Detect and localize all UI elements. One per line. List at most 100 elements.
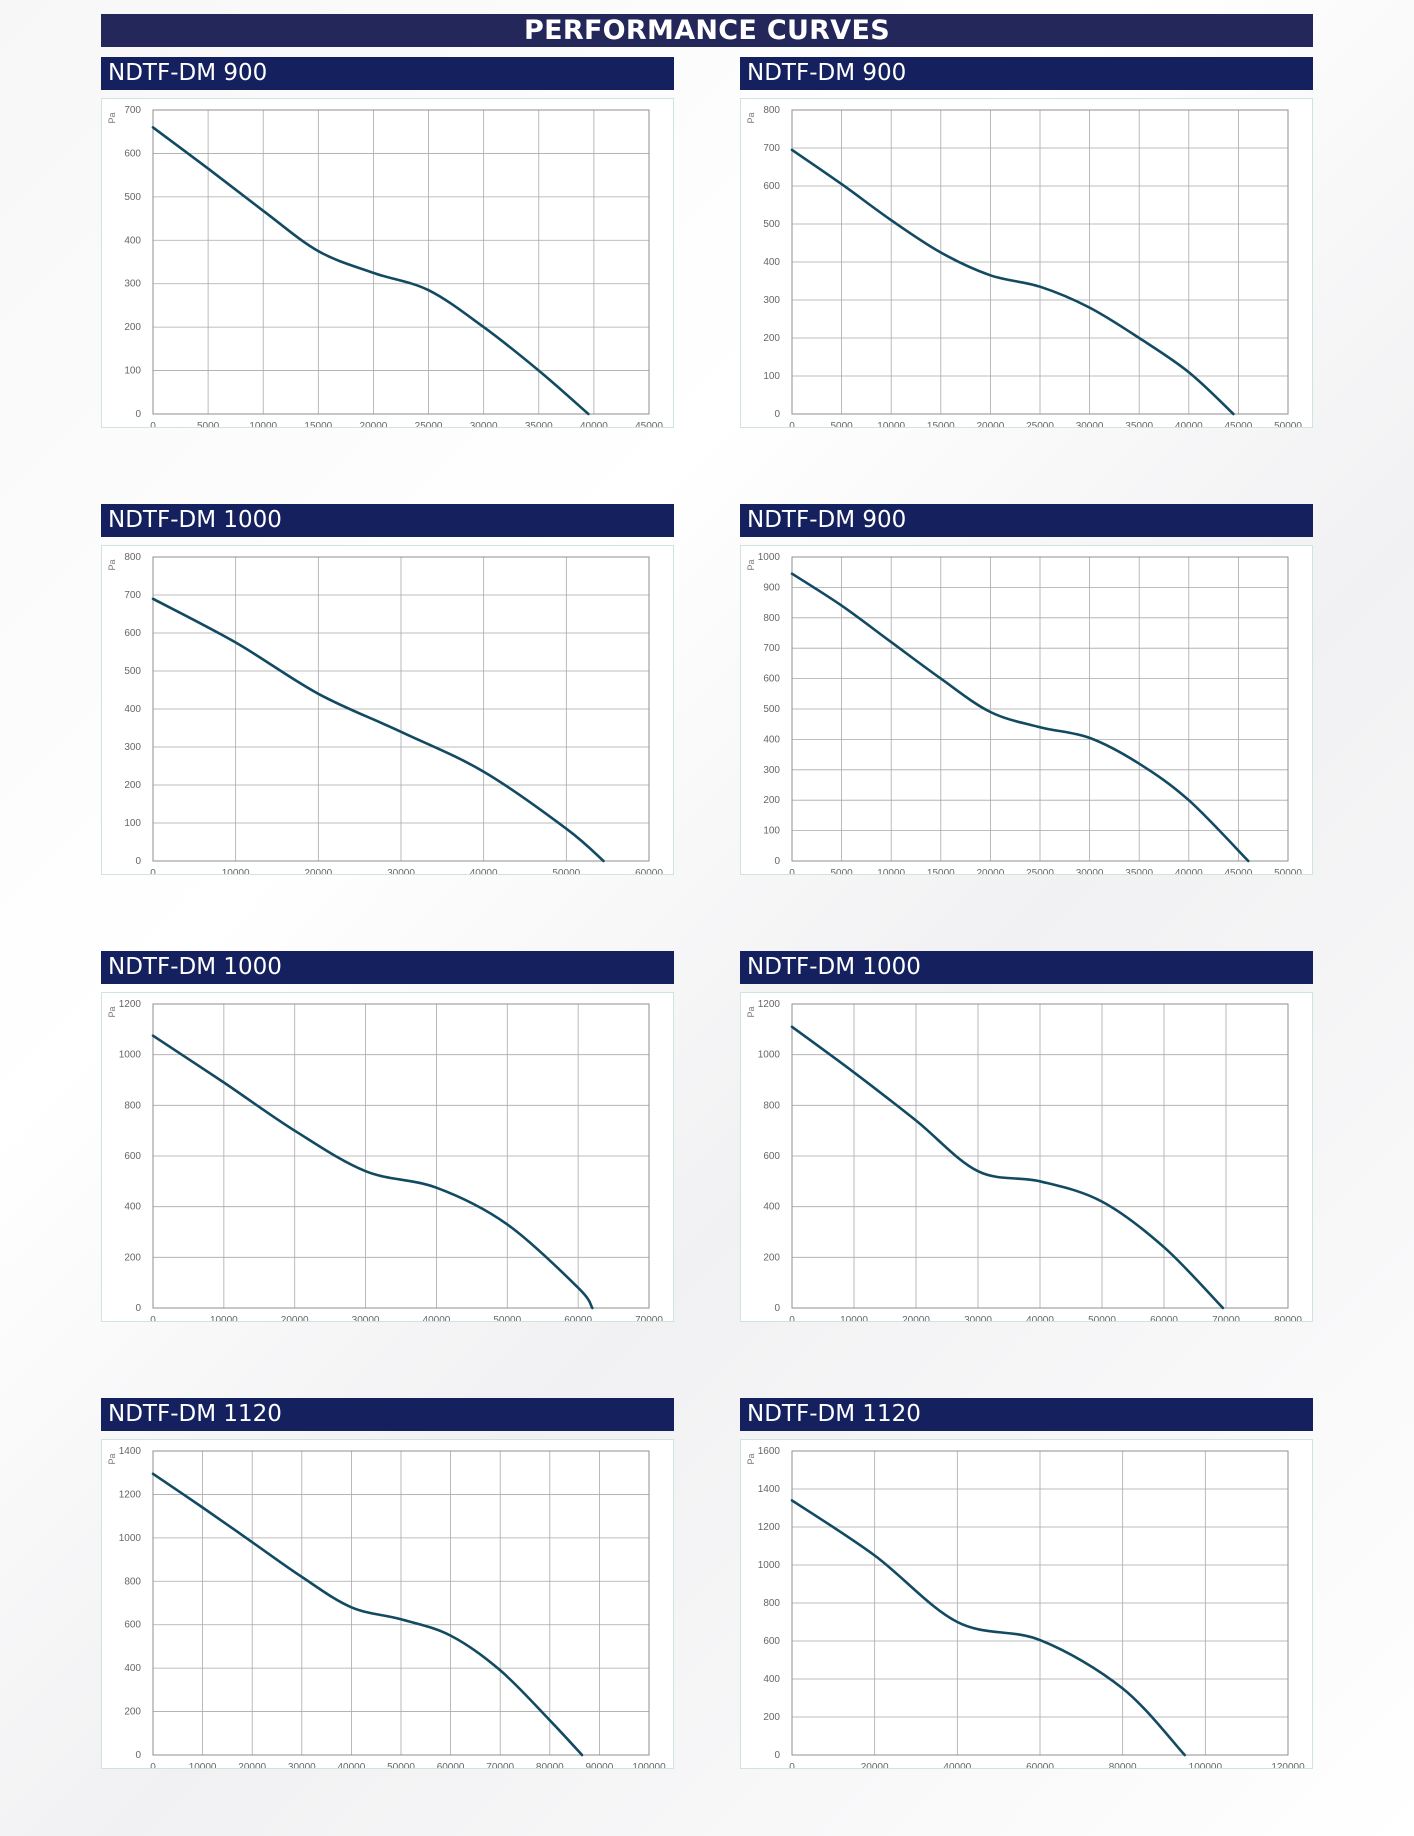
x-tick-label: 10000 — [189, 1762, 217, 1768]
y-tick-label: 100 — [124, 818, 141, 829]
y-axis-label: Pa — [746, 112, 756, 123]
y-tick-label: 0 — [135, 1303, 141, 1314]
plot-frame — [152, 1450, 650, 1756]
x-tick-label: 35000 — [1125, 868, 1153, 874]
x-tick-label: 10000 — [840, 1315, 868, 1321]
x-tick-label: 10000 — [877, 421, 905, 427]
line-chart: Pa 0 200 400 600 800 1000 1200 0 10000 20000 30000 4… — [746, 999, 1302, 1321]
x-tick-label: 5000 — [830, 868, 853, 874]
y-tick-label: 400 — [763, 734, 780, 745]
chart-area: Pa 0 200 400 600 800 1000 1200 1400 0 10000 20000 30… — [101, 1439, 674, 1769]
plot-frame — [152, 1003, 650, 1309]
y-tick-label: 800 — [124, 552, 141, 563]
x-tick-label: 10000 — [210, 1315, 238, 1321]
line-chart: Pa 0 100 200 300 400 500 600 700 800 0 10000 20000 30… — [107, 552, 663, 874]
x-tick-label: 40000 — [470, 868, 498, 874]
x-tick-label: 20000 — [861, 1762, 889, 1768]
x-tick-label: 60000 — [1150, 1315, 1178, 1321]
y-axis-label: Pa — [107, 559, 117, 570]
y-tick-label: 1400 — [758, 1484, 781, 1495]
y-tick-label: 400 — [763, 1202, 780, 1213]
x-tick-label: 0 — [789, 1762, 795, 1768]
x-tick-label: 35000 — [1125, 421, 1153, 427]
y-tick-label: 0 — [774, 1750, 780, 1761]
y-tick-label: 200 — [763, 1712, 780, 1723]
y-axis-label: Pa — [107, 112, 117, 123]
x-tick-label: 70000 — [635, 1315, 663, 1321]
performance-curve — [151, 126, 590, 416]
y-tick-label: 1200 — [758, 999, 781, 1010]
y-tick-label: 1000 — [758, 552, 781, 563]
y-tick-label: 0 — [135, 409, 141, 420]
x-tick-label: 60000 — [1026, 1762, 1054, 1768]
x-tick-label: 30000 — [1076, 868, 1104, 874]
chart-area: Pa 0 100 200 300 400 500 600 700 800 0 10000 20000 30… — [101, 545, 674, 875]
y-tick-label: 100 — [763, 371, 780, 382]
chart-area: Pa 0 200 400 600 800 1000 1200 0 10000 20000 30000 4… — [740, 992, 1313, 1322]
x-tick-label: 30000 — [1076, 421, 1104, 427]
x-tick-label: 60000 — [437, 1762, 465, 1768]
y-tick-label: 800 — [763, 1100, 780, 1111]
x-tick-label: 5000 — [197, 421, 220, 427]
x-tick-label: 40000 — [943, 1762, 971, 1768]
y-tick-label: 300 — [124, 279, 141, 290]
y-tick-label: 0 — [135, 1750, 141, 1761]
line-chart: Pa 0 100 200 300 400 500 600 700 0 5000 10000 15000 2… — [107, 105, 663, 427]
x-tick-label: 25000 — [1026, 868, 1054, 874]
plot-frame — [152, 556, 650, 862]
y-tick-label: 200 — [763, 1252, 780, 1263]
y-tick-label: 600 — [124, 1151, 141, 1162]
y-tick-label: 600 — [763, 674, 780, 685]
y-tick-label: 700 — [763, 143, 780, 154]
x-tick-label: 45000 — [1224, 868, 1252, 874]
y-tick-label: 500 — [763, 704, 780, 715]
y-tick-label: 1000 — [119, 1533, 142, 1544]
y-tick-label: 800 — [763, 105, 780, 116]
x-tick-label: 80000 — [1109, 1762, 1137, 1768]
performance-curve — [790, 1499, 1186, 1757]
x-tick-label: 15000 — [927, 868, 955, 874]
x-tick-label: 20000 — [976, 868, 1004, 874]
x-tick-label: 35000 — [525, 421, 553, 427]
y-tick-label: 600 — [124, 1620, 141, 1631]
x-tick-label: 15000 — [927, 421, 955, 427]
x-tick-label: 15000 — [304, 421, 332, 427]
x-tick-label: 100000 — [1189, 1762, 1223, 1768]
y-tick-label: 1200 — [758, 1522, 781, 1533]
x-tick-label: 0 — [150, 1315, 156, 1321]
y-tick-label: 1400 — [119, 1446, 142, 1457]
x-tick-label: 10000 — [877, 868, 905, 874]
x-tick-label: 80000 — [1274, 1315, 1302, 1321]
x-tick-label: 90000 — [585, 1762, 613, 1768]
x-tick-label: 30000 — [288, 1762, 316, 1768]
chart-title: NDTF-DM 900 — [101, 57, 674, 90]
chart-title: NDTF-DM 1000 — [101, 504, 674, 537]
y-tick-label: 400 — [124, 1663, 141, 1674]
x-tick-label: 50000 — [552, 868, 580, 874]
x-tick-label: 40000 — [580, 421, 608, 427]
plot-frame — [152, 109, 650, 415]
y-tick-label: 400 — [763, 257, 780, 268]
y-tick-label: 200 — [763, 795, 780, 806]
x-tick-label: 45000 — [1224, 421, 1252, 427]
y-tick-label: 200 — [124, 1252, 141, 1263]
chart-title: NDTF-DM 1120 — [101, 1398, 674, 1431]
plot-frame — [791, 1003, 1289, 1309]
x-tick-label: 10000 — [249, 421, 277, 427]
x-tick-label: 70000 — [1212, 1315, 1240, 1321]
y-axis-label: Pa — [746, 1006, 756, 1017]
y-tick-label: 0 — [774, 856, 780, 867]
chart-area: Pa 0 200 400 600 800 1000 1200 1400 1600 0 20000 400… — [740, 1439, 1313, 1769]
y-tick-label: 200 — [124, 780, 141, 791]
y-tick-label: 500 — [763, 219, 780, 230]
x-tick-label: 0 — [789, 868, 795, 874]
x-tick-label: 70000 — [486, 1762, 514, 1768]
plot-frame — [791, 109, 1289, 415]
x-tick-label: 20000 — [976, 421, 1004, 427]
y-tick-label: 800 — [763, 1598, 780, 1609]
y-tick-label: 600 — [124, 148, 141, 159]
performance-curve — [151, 1472, 584, 1757]
chart-area: Pa 0 100 200 300 400 500 600 700 800 0 5000 10000 150… — [740, 98, 1313, 428]
chart-panel: NDTF-DM 900 Pa 0 100 200 300 400 500 600 700 800 90… — [740, 504, 1313, 875]
chart-title: NDTF-DM 900 — [740, 504, 1313, 537]
